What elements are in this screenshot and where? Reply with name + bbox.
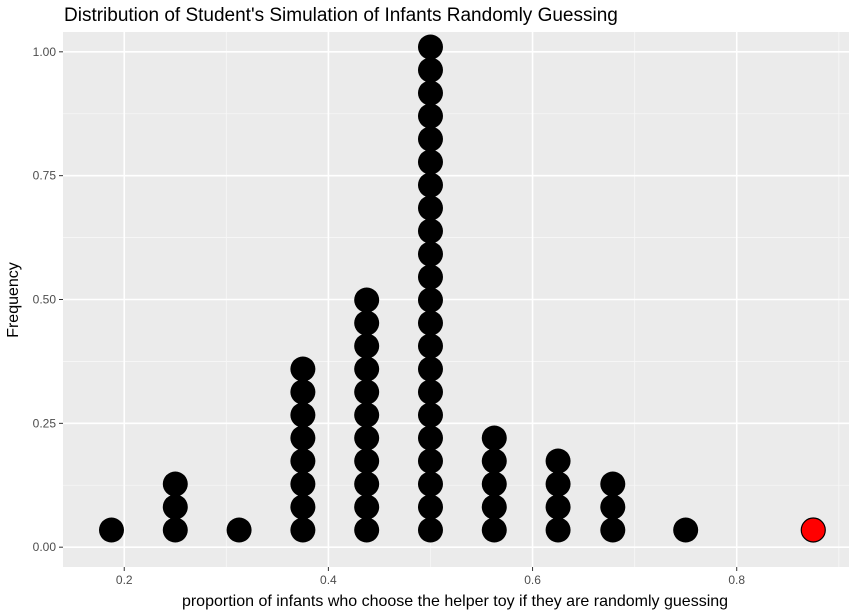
data-dot [417, 517, 443, 543]
data-dot [545, 517, 571, 543]
data-dot [481, 494, 507, 520]
data-dot [417, 448, 443, 474]
data-dot [354, 333, 380, 359]
data-dot [290, 402, 316, 428]
x-tick-label: 0.8 [728, 573, 745, 587]
data-dot [98, 517, 124, 543]
data-dot [354, 379, 380, 405]
data-dot [417, 402, 443, 428]
x-tick-label: 0.4 [320, 573, 337, 587]
data-dot [162, 517, 188, 543]
data-dot [354, 425, 380, 451]
data-dot [162, 494, 188, 520]
data-dot [162, 471, 188, 497]
y-tick-label: 1.00 [33, 45, 57, 59]
data-dot [354, 494, 380, 520]
data-dot [290, 448, 316, 474]
data-dot [417, 287, 443, 313]
data-dot [481, 448, 507, 474]
data-dot [417, 34, 443, 60]
data-dot [290, 356, 316, 382]
data-dot [545, 448, 571, 474]
chart-title: Distribution of Student's Simulation of … [64, 5, 618, 26]
data-dot [354, 471, 380, 497]
data-dot [417, 195, 443, 221]
y-tick-label: 0.25 [33, 416, 57, 430]
data-dot [417, 103, 443, 129]
data-dot [417, 379, 443, 405]
data-dot [417, 264, 443, 290]
data-dot [673, 517, 699, 543]
data-dot [417, 471, 443, 497]
data-dot [417, 57, 443, 83]
data-dot [290, 471, 316, 497]
data-dot [481, 425, 507, 451]
data-dot [354, 448, 380, 474]
y-tick-label: 0.00 [33, 540, 57, 554]
data-dot [600, 494, 626, 520]
data-dot [354, 310, 380, 336]
data-dot [290, 379, 316, 405]
data-dot [354, 356, 380, 382]
data-dot [417, 333, 443, 359]
data-dot [417, 149, 443, 175]
data-dot [226, 517, 252, 543]
data-dot [417, 126, 443, 152]
data-dot [600, 471, 626, 497]
data-dot [481, 517, 507, 543]
data-dot [417, 310, 443, 336]
data-dot [417, 425, 443, 451]
y-tick-label: 0.75 [33, 169, 57, 183]
data-dot [545, 471, 571, 497]
y-tick-label: 0.50 [33, 293, 57, 307]
highlight-dot [800, 517, 826, 543]
x-tick-label: 0.6 [524, 573, 541, 587]
x-axis-label: proportion of infants who choose the hel… [181, 593, 729, 610]
x-tick-label: 0.2 [116, 573, 133, 587]
data-dot [354, 402, 380, 428]
data-dot [290, 517, 316, 543]
data-dot [417, 80, 443, 106]
data-dot [417, 494, 443, 520]
data-dot [290, 494, 316, 520]
data-dot [481, 471, 507, 497]
data-dot [417, 356, 443, 382]
data-dot [290, 425, 316, 451]
data-dot [417, 172, 443, 198]
data-dot [417, 218, 443, 244]
data-dot [545, 494, 571, 520]
data-dot [600, 517, 626, 543]
data-dot [417, 241, 443, 267]
data-dot [354, 287, 380, 313]
data-dot [354, 517, 380, 543]
